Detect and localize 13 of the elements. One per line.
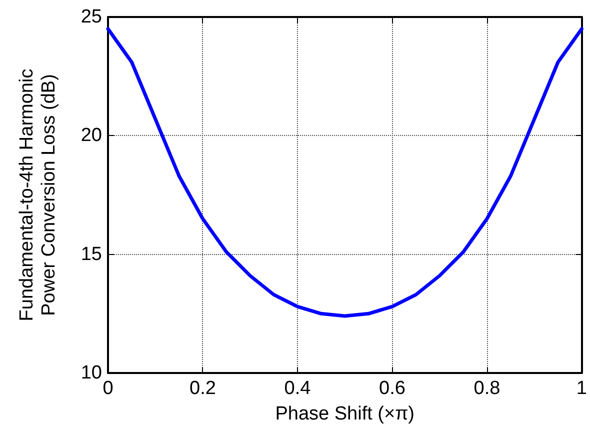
y-tick-label: 25 [80,6,102,28]
x-tick-label: 0.4 [284,378,312,399]
x-tick-label: 0.8 [474,378,500,399]
x-tick-label: 1 [576,378,588,399]
x-tick-label: 0.6 [379,378,406,399]
y-tick-label: 20 [80,125,102,146]
y-axis-title: Fundamental-to-4th Harmonic Power Conversion Loss (dB) [16,68,60,322]
line-series [106,27,584,318]
y-tick-label: 15 [80,244,102,265]
x-tick-label: 0 [102,378,114,399]
x-axis-title: Phase Shift (×π) [275,403,415,424]
x-tick-label: 0.2 [190,378,216,399]
y-tick-label: 10 [80,362,102,384]
